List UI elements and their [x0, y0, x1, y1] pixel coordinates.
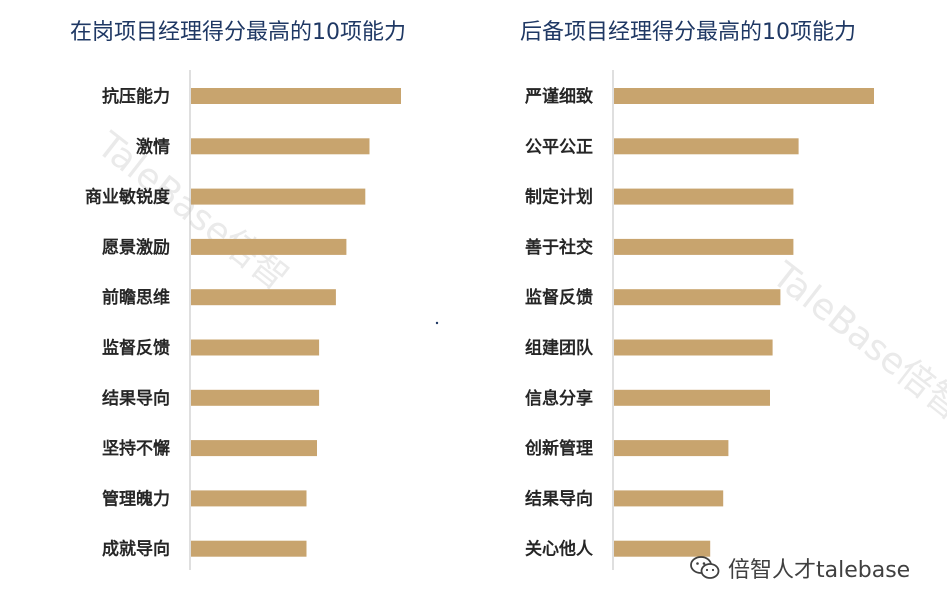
left-category-label-4: 愿景激励 [102, 237, 170, 258]
left-bar-7 [191, 389, 320, 406]
left-category-label-1: 抗压能力 [102, 86, 170, 107]
right-bar-3 [614, 188, 794, 205]
brand-footer: 倍智人才talebase [690, 552, 910, 584]
left-category-label-2: 激情 [136, 136, 170, 157]
left-bar-4 [191, 238, 347, 255]
right-bar-8 [614, 440, 729, 457]
right-bar-5 [614, 289, 781, 306]
left-bar-10 [191, 540, 307, 557]
left-bar-3 [191, 188, 366, 205]
left-bar-6 [191, 339, 320, 356]
watermark-right: TaleBase倍智 [764, 254, 947, 428]
left-category-label-10: 成就导向 [102, 539, 170, 560]
right-category-label-1: 严谨细致 [525, 86, 594, 107]
left-category-label-8: 坚持不懈 [102, 438, 170, 459]
left-bar-1 [191, 88, 401, 104]
right-bar-4 [614, 238, 794, 255]
right-category-label-7: 信息分享 [525, 388, 593, 409]
brand-text: 倍智人才talebase [728, 558, 911, 583]
right-bar-1 [614, 88, 874, 104]
right-category-label-3: 制定计划 [525, 187, 593, 208]
left-category-label-9: 管理魄力 [102, 488, 170, 509]
left-bar-5 [191, 289, 336, 306]
right-category-label-2: 公平公正 [525, 137, 593, 157]
right-bar-10 [614, 540, 711, 557]
left-category-label-3: 商业敏锐度 [85, 187, 171, 208]
left-category-label-6: 监督反馈 [102, 338, 170, 359]
right-category-label-5: 监督反馈 [525, 287, 593, 308]
right-chart-title: 后备项目经理得分最高的10项能力 [520, 20, 856, 45]
left-category-label-5: 前瞻思维 [102, 287, 170, 308]
right-bar-2 [614, 138, 799, 155]
right-bar-6 [614, 339, 773, 356]
wechat-icon [690, 556, 720, 579]
right-bar-7 [614, 389, 770, 406]
left-bar-2 [191, 138, 370, 155]
right-category-label-9: 结果导向 [525, 488, 593, 509]
right-category-label-10: 关心他人 [525, 539, 594, 560]
right-category-label-8: 创新管理 [524, 438, 593, 459]
stray-dot [435, 321, 439, 325]
left-chart-title: 在岗项目经理得分最高的10项能力 [70, 20, 406, 45]
right-category-label-6: 组建团队 [525, 338, 594, 359]
left-bar-8 [191, 440, 317, 457]
left-bar-9 [191, 490, 307, 507]
right-bar-9 [614, 490, 724, 507]
right-category-label-4: 善于社交 [525, 237, 593, 258]
left-category-label-7: 结果导向 [102, 388, 170, 409]
